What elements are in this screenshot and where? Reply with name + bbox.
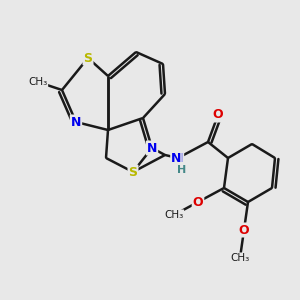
- Text: CH₃: CH₃: [28, 77, 48, 87]
- Text: O: O: [193, 196, 203, 208]
- Text: O: O: [239, 224, 249, 236]
- Text: N: N: [173, 152, 183, 164]
- Text: S: S: [128, 166, 137, 178]
- Text: N: N: [171, 152, 181, 164]
- Text: N: N: [147, 142, 157, 154]
- Text: CH₃: CH₃: [230, 253, 250, 263]
- Text: H: H: [177, 165, 187, 175]
- Text: S: S: [83, 52, 92, 64]
- Text: O: O: [213, 109, 223, 122]
- Text: CH₃: CH₃: [164, 210, 184, 220]
- Text: N: N: [71, 116, 81, 128]
